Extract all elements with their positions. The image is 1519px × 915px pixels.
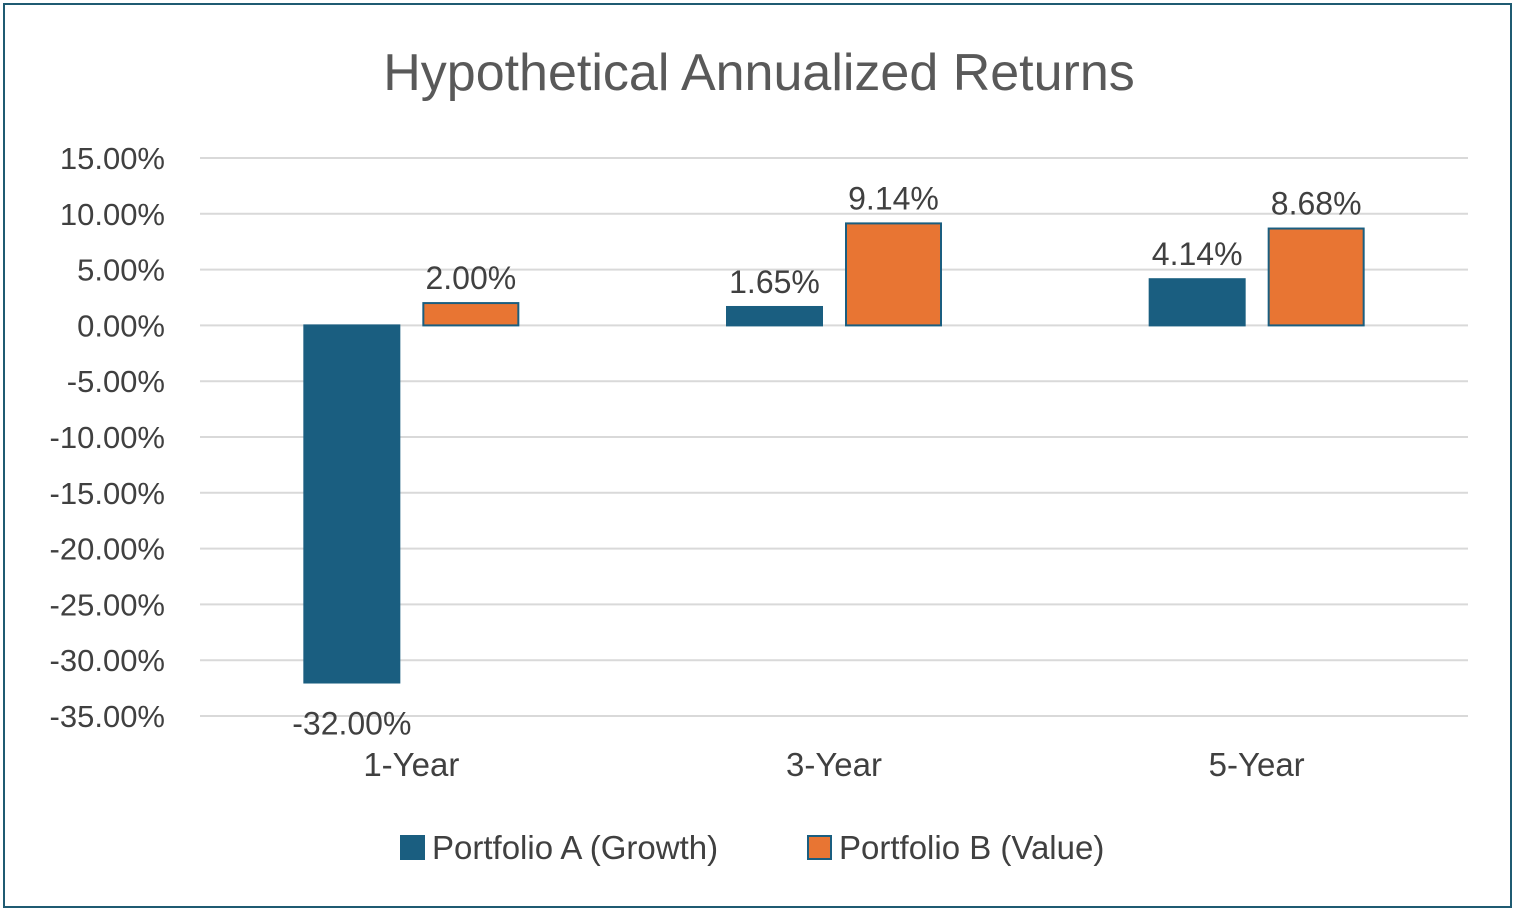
bar-portfolio-a-1-year (303, 324, 401, 684)
y-tick-label: -30.00% (50, 643, 165, 678)
y-tick-label: 15.00% (60, 141, 165, 176)
bar-portfolio-a-5-year (1148, 278, 1246, 327)
y-axis-ticks: 15.00% 10.00% 5.00% 0.00% -5.00% -10.00% -15.0… (50, 141, 165, 734)
data-label: 8.68% (1271, 186, 1362, 222)
gridlines (200, 157, 1468, 717)
y-tick-label: 10.00% (60, 197, 165, 232)
y-tick-label: 0.00% (77, 308, 165, 343)
x-category-label: 5-Year (1209, 746, 1305, 783)
x-axis-categories: 1-Year 3-Year 5-Year (363, 746, 1304, 783)
legend: Portfolio A (Growth) Portfolio B (Value) (400, 829, 1104, 866)
data-label: 1.65% (729, 264, 820, 300)
y-tick-label: -10.00% (50, 420, 165, 455)
bar-portfolio-b-1-year (422, 302, 520, 327)
y-tick-label: -15.00% (50, 476, 165, 511)
y-tick-label: -20.00% (50, 532, 165, 567)
data-label: 4.14% (1152, 236, 1243, 272)
y-tick-label: -5.00% (67, 364, 165, 399)
x-category-label: 1-Year (363, 746, 459, 783)
bar-portfolio-a-3-year (726, 305, 823, 327)
data-label: 9.14% (848, 180, 939, 216)
y-tick-label: -25.00% (50, 587, 165, 622)
legend-swatch (807, 835, 832, 860)
bar-portfolio-b-5-year (1267, 227, 1365, 327)
y-tick-label: -35.00% (50, 699, 165, 734)
chart-frame (3, 3, 1512, 908)
legend-label: Portfolio A (Growth) (432, 829, 718, 866)
data-label: 2.00% (425, 260, 516, 296)
y-tick-label: 5.00% (77, 253, 165, 288)
data-label: -32.00% (292, 706, 411, 742)
x-category-label: 3-Year (786, 746, 882, 783)
bar-portfolio-b-3-year (845, 222, 942, 327)
bars (303, 222, 1365, 684)
data-labels: -32.00% 2.00% 1.65% 9.14% 4.14% 8.68% (292, 180, 1361, 741)
legend-swatch (400, 835, 425, 860)
legend-label: Portfolio B (Value) (839, 829, 1104, 866)
chart-title: Hypothetical Annualized Returns (383, 44, 1135, 102)
